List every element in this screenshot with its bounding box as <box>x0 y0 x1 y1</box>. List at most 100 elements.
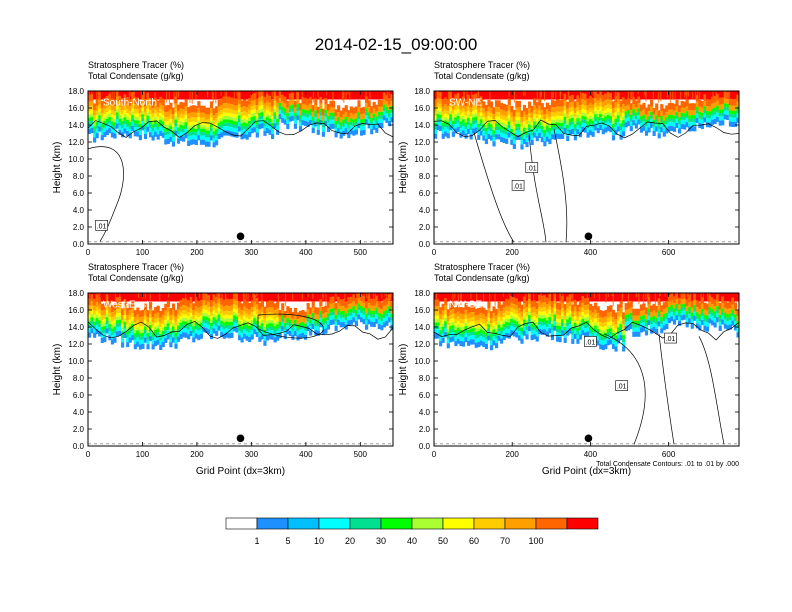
subtitle-condensate: Total Condensate (g/kg) <box>434 71 530 81</box>
colorbar-swatch <box>473 517 506 530</box>
x-tick-label: 600 <box>662 248 676 257</box>
colorbar-swatch <box>287 517 320 530</box>
y-tick-label: 4.0 <box>73 206 85 215</box>
x-tick-label: 0 <box>86 450 91 459</box>
panel-west-east: Stratosphere Tracer (%)Total Condensate … <box>52 262 394 477</box>
x-tick-label: 600 <box>662 450 676 459</box>
y-tick-label: 18.0 <box>68 87 84 96</box>
y-tick-label: 6.0 <box>419 391 431 400</box>
colorbar-swatch <box>318 517 351 530</box>
contour-label-box <box>584 336 597 347</box>
y-tick-label: 0.0 <box>419 442 431 451</box>
x-tick-label: 0 <box>86 248 91 257</box>
plot-area <box>88 293 393 445</box>
y-tick-label: 16.0 <box>68 306 84 315</box>
plot-frame <box>87 90 394 245</box>
x-axis-label: Grid Point (dx=3km) <box>542 466 631 477</box>
x-tick-label: 100 <box>136 450 150 459</box>
colorbar-swatch <box>535 517 568 530</box>
colorbar-swatch <box>380 517 413 530</box>
contour-label-box <box>525 162 539 173</box>
contour-label-box <box>95 220 108 231</box>
y-tick-label: 16.0 <box>68 104 84 113</box>
subtitle-condensate: Total Condensate (g/kg) <box>88 273 184 283</box>
contour-label-box <box>664 332 677 344</box>
colorbar-label: 20 <box>345 536 355 546</box>
colorbar-label: 70 <box>500 536 510 546</box>
x-tick-label: 200 <box>506 450 520 459</box>
x-tick-label: 200 <box>506 248 520 257</box>
y-tick-label: 18.0 <box>414 87 430 96</box>
colorbar-label: 50 <box>438 536 448 546</box>
plot-frame <box>433 90 740 245</box>
figure-title: 2014-02-15_09:00:00 <box>315 35 478 54</box>
x-tick-label: 300 <box>245 248 259 257</box>
panel-label: South-North <box>103 97 157 108</box>
subtitle-condensate: Total Condensate (g/kg) <box>88 71 184 81</box>
subtitle-tracer: Stratosphere Tracer (%) <box>434 60 530 70</box>
colorbar-swatch <box>566 517 599 530</box>
y-tick-label: 8.0 <box>73 374 85 383</box>
colorbar-swatch <box>225 517 258 530</box>
contour-label: .01 <box>586 339 596 346</box>
y-tick-label: 6.0 <box>73 189 85 198</box>
y-axis-label: Height (km) <box>398 142 409 194</box>
location-marker <box>584 232 593 241</box>
panel-sw-ne: Stratosphere Tracer (%)Total Condensate … <box>398 60 740 257</box>
y-tick-label: 10.0 <box>68 357 84 366</box>
colorbar-label: 30 <box>376 536 386 546</box>
y-tick-label: 10.0 <box>414 357 430 366</box>
panel-label: West-East <box>103 299 149 310</box>
plot-frame <box>433 292 740 447</box>
colorbar-label: 5 <box>285 536 290 546</box>
y-tick-label: 10.0 <box>68 155 84 164</box>
y-tick-label: 12.0 <box>68 340 84 349</box>
location-marker <box>236 434 245 443</box>
x-tick-label: 400 <box>299 248 313 257</box>
x-tick-label: 300 <box>245 450 259 459</box>
x-tick-label: 400 <box>299 450 313 459</box>
x-tick-label: 0 <box>432 248 437 257</box>
y-tick-label: 8.0 <box>73 172 85 181</box>
contour-label: .01 <box>666 336 676 343</box>
panel-label: NW-SE <box>449 299 482 310</box>
colorbar-swatch <box>349 517 382 530</box>
contour-info: Total Condensate Contours: .01 to .01 by… <box>596 461 739 468</box>
panel-label: SW-NE <box>449 97 482 108</box>
y-tick-label: 2.0 <box>419 425 431 434</box>
colorbar-label: 10 <box>314 536 324 546</box>
x-tick-label: 200 <box>190 248 204 257</box>
colorbar-swatch <box>411 517 444 530</box>
x-tick-label: 200 <box>190 450 204 459</box>
y-tick-label: 4.0 <box>73 408 85 417</box>
contour-label-box <box>615 380 628 391</box>
plot-area <box>434 91 739 243</box>
x-tick-label: 500 <box>354 248 368 257</box>
colorbar-swatch <box>504 517 537 530</box>
y-tick-label: 12.0 <box>68 138 84 147</box>
subtitle-tracer: Stratosphere Tracer (%) <box>434 262 530 272</box>
y-tick-label: 14.0 <box>414 121 430 130</box>
y-tick-label: 18.0 <box>68 289 84 298</box>
contour-label: .01 <box>617 384 627 391</box>
y-tick-label: 14.0 <box>414 323 430 332</box>
y-tick-label: 16.0 <box>414 306 430 315</box>
subtitle-tracer: Stratosphere Tracer (%) <box>88 262 184 272</box>
y-tick-label: 10.0 <box>414 155 430 164</box>
x-tick-label: 400 <box>584 248 598 257</box>
y-axis-label: Height (km) <box>52 344 63 396</box>
colorbar-swatch <box>256 517 289 530</box>
y-tick-label: 0.0 <box>73 442 85 451</box>
y-tick-label: 4.0 <box>419 408 431 417</box>
y-axis-label: Height (km) <box>52 142 63 194</box>
subtitle-tracer: Stratosphere Tracer (%) <box>88 60 184 70</box>
panel-nw-se: Stratosphere Tracer (%)Total Condensate … <box>398 262 740 477</box>
colorbar-label: 40 <box>407 536 417 546</box>
subtitle-condensate: Total Condensate (g/kg) <box>434 273 530 283</box>
y-tick-label: 18.0 <box>414 289 430 298</box>
location-marker <box>236 232 245 241</box>
colorbar-swatch <box>442 517 475 530</box>
y-tick-label: 4.0 <box>419 206 431 215</box>
plot-area <box>88 91 393 243</box>
